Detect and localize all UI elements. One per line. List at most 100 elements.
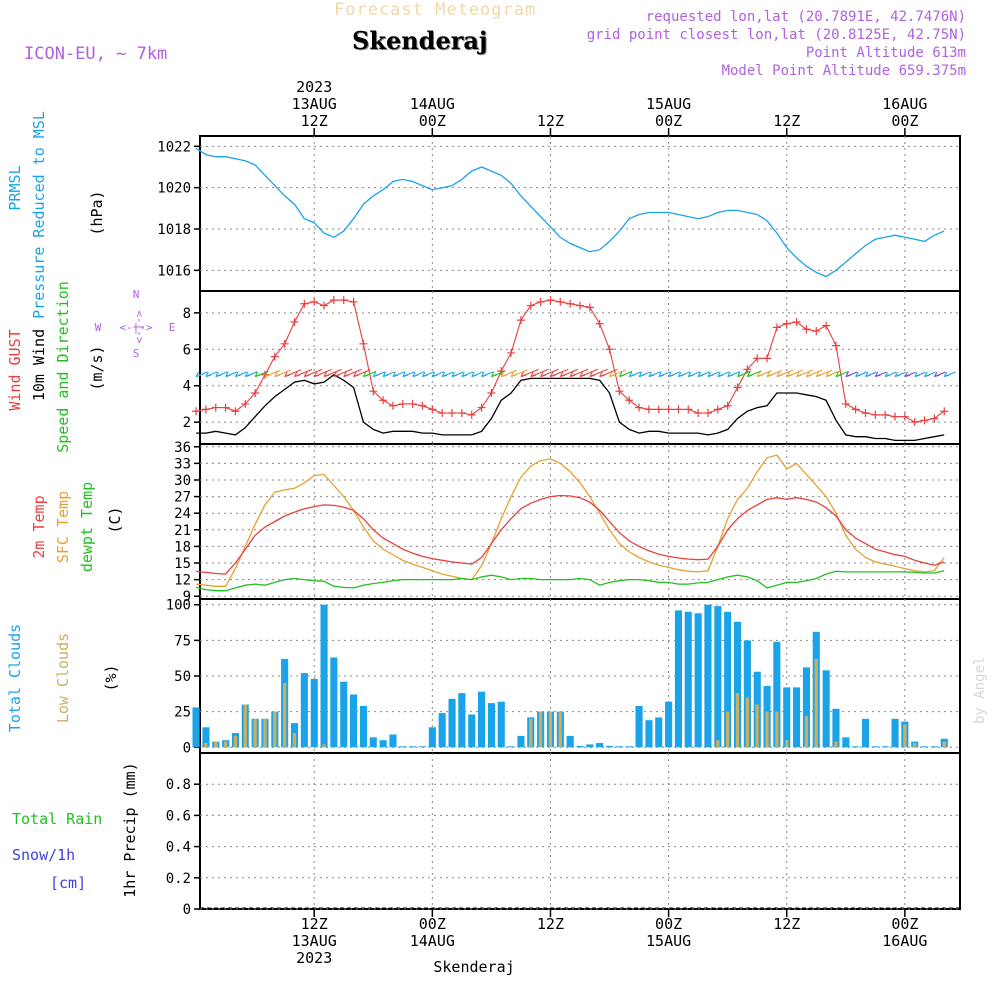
low-cloud-bar — [273, 711, 277, 748]
wind-direction-arrow — [687, 371, 700, 378]
total-cloud-bar — [734, 621, 742, 748]
y-tick-label: 1020 — [157, 181, 191, 197]
y-tick-label: 2 — [183, 415, 191, 431]
ylabel-low-clouds: Low Clouds — [54, 633, 72, 723]
wind-direction-arrow — [874, 371, 887, 378]
total-cloud-bar — [517, 735, 525, 748]
low-cloud-bar — [253, 718, 257, 748]
total-cloud-bar — [694, 613, 702, 748]
gust-marker — [930, 414, 939, 423]
gust-marker — [861, 409, 870, 418]
wind-direction-arrow — [589, 368, 608, 378]
total-cloud-bar — [487, 703, 495, 748]
grid-point-coords: grid point closest lon,lat (20.8125E, 42… — [586, 27, 966, 43]
wind-direction-arrow — [471, 371, 484, 378]
total-cloud-bar — [310, 678, 318, 748]
wind-direction-arrow — [412, 371, 425, 378]
ylabel-wind-gust: Wind GUST — [6, 329, 24, 410]
wind-direction-arrow — [717, 371, 730, 378]
wind-direction-arrow — [638, 371, 651, 378]
wind-direction-arrow — [825, 369, 842, 378]
total-cloud-bar — [714, 606, 722, 748]
wind-direction-arrow — [510, 369, 528, 378]
x-tick-label-top: 15AUG — [646, 95, 691, 113]
gust-marker — [644, 405, 653, 414]
gust-marker — [408, 399, 417, 408]
total-cloud-bar — [645, 720, 653, 748]
gust-marker — [428, 405, 437, 414]
total-cloud-bar — [202, 727, 210, 748]
y-tick-label: 1022 — [157, 139, 191, 155]
wind-direction-arrow — [382, 371, 395, 378]
total-cloud-bar — [625, 746, 633, 748]
low-cloud-bar — [538, 711, 543, 748]
gust-marker — [418, 401, 427, 410]
total-cloud-bar — [665, 701, 673, 748]
point-altitude: Point Altitude 613m — [805, 45, 966, 61]
ylabel-celsius: (C) — [106, 506, 124, 533]
wind-direction-arrow — [205, 371, 218, 378]
total-cloud-bar — [842, 737, 850, 748]
low-cloud-bar — [292, 733, 297, 748]
gust-marker — [782, 319, 791, 328]
y-tick-label: 15 — [174, 556, 191, 572]
total-cloud-bar — [832, 708, 840, 748]
low-cloud-bar — [548, 711, 553, 748]
ylabel-ms: (m/s) — [88, 345, 106, 390]
gust-marker — [615, 387, 624, 396]
wind-direction-arrow — [520, 368, 539, 378]
wind-direction-arrow — [835, 370, 850, 378]
total-cloud-bar — [606, 745, 614, 748]
gust-marker — [349, 297, 358, 306]
gust-marker — [270, 352, 279, 361]
model-label: ICON-EU, ~ 7km — [24, 44, 168, 64]
gust-marker — [310, 297, 319, 306]
wind-direction-arrow — [658, 371, 671, 378]
wind-direction-arrow — [559, 368, 579, 378]
low-cloud-bar — [322, 744, 326, 748]
y-tick-label: 25 — [174, 705, 191, 721]
gust-marker — [851, 405, 860, 414]
total-cloud-bar — [793, 687, 801, 748]
y-tick-label: 4 — [183, 379, 191, 395]
wind-direction-arrow — [422, 371, 435, 378]
gust-marker — [920, 416, 929, 425]
x-tick-label-bottom: 12Z — [773, 915, 800, 933]
gust-marker — [300, 299, 309, 308]
gust-marker — [369, 387, 378, 396]
low-cloud-bar — [716, 740, 720, 748]
gust-marker — [201, 405, 210, 414]
ylabel-prmsl: PRMSL — [6, 165, 24, 210]
requested-coords: requested lon,lat (20.7891E, 42.7476N) — [645, 9, 966, 25]
wind-direction-arrow — [549, 368, 569, 378]
wind-direction-arrow — [490, 370, 505, 378]
low-cloud-bar — [735, 693, 740, 748]
wind-direction-arrow — [274, 369, 291, 378]
x-tick-label-top: 00Z — [419, 112, 446, 130]
gust-marker — [595, 319, 604, 328]
total-cloud-bar — [930, 746, 938, 748]
gust-marker — [487, 389, 496, 397]
y-tick-label: 12 — [174, 573, 191, 589]
total-cloud-bar — [596, 743, 604, 748]
low-cloud-bar — [529, 718, 533, 748]
y-tick-label: 30 — [174, 473, 191, 489]
ylabel-speed-direction: Speed and Direction — [54, 281, 72, 453]
wind-direction-arrow — [805, 369, 823, 378]
ylabel-hpa: (hPa) — [88, 190, 106, 235]
wind-direction-arrow — [294, 368, 313, 378]
gust-marker — [241, 399, 250, 408]
total-cloud-bar — [743, 640, 751, 748]
total-cloud-bar — [458, 693, 466, 748]
wind-direction-arrow — [737, 370, 751, 378]
y-tick-label: 27 — [174, 490, 191, 506]
x-tick-label-bottom: 16AUG — [882, 932, 927, 950]
x-tick-label-top: 14AUG — [410, 95, 455, 113]
gust-marker — [457, 409, 466, 418]
y-tick-label: 0 — [183, 740, 191, 756]
gust-marker — [576, 301, 584, 310]
low-cloud-bar — [755, 704, 759, 748]
x-tick-label-bottom: 00Z — [655, 915, 682, 933]
wind-direction-arrow — [225, 371, 238, 378]
